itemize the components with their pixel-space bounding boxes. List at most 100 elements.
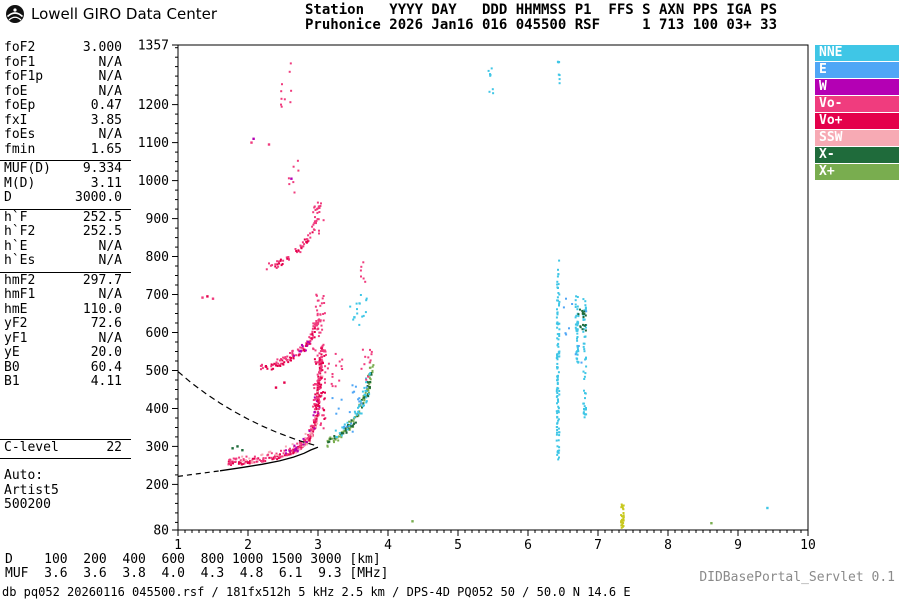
parameter-value: 4.11: [90, 374, 122, 389]
parameter-label: yE: [4, 345, 20, 360]
parameter-row-fof1p: foF1p N/A: [0, 69, 131, 85]
parameter-label: h`Es: [4, 253, 36, 268]
parameter-value: 0.47: [90, 98, 122, 113]
parameter-row-500200: 500200: [0, 497, 131, 513]
parameter-row-hf: h`F 252.5: [0, 209, 131, 226]
parameter-label: B1: [4, 374, 20, 389]
parameter-label: h`E: [4, 238, 28, 254]
parameter-value: 252.5: [82, 224, 122, 239]
parameter-group: Auto: Artist5 500200: [0, 468, 131, 516]
parameter-label: C-level: [4, 439, 59, 455]
parameter-label: B0: [4, 359, 20, 375]
parameter-label: foF1: [4, 54, 36, 70]
parameter-label: Auto:: [4, 468, 44, 483]
station-header-columns: Station YYYY DAY DDD HHMMSS P1 FFS S AXN…: [305, 2, 778, 18]
parameter-group: hmF2 297.7 hmF1 N/A hmE 110.0 yF2 72.6 yF1 N/A yE 2…: [0, 273, 131, 393]
parameter-label: M(D): [4, 175, 36, 191]
logo-text: Lowell GIRO Data Center: [31, 5, 217, 23]
dmuf-muf-row: MUF 3.6 3.6 3.8 4.0 4.3 4.8 6.1 9.3 [MHz…: [5, 566, 389, 581]
measurement-info: db pq052 20260116 045500.rsf / 181fx512h…: [2, 585, 631, 599]
parameter-label: yF1: [4, 330, 28, 346]
parameter-value: 3.11: [90, 175, 122, 191]
parameter-value: 22: [106, 439, 122, 455]
parameter-value: 110.0: [82, 301, 122, 317]
station-header-values: Pruhonice 2026 Jan16 016 045500 RSF 1 71…: [305, 17, 778, 33]
svg-text:800: 800: [146, 250, 169, 265]
svg-text:4: 4: [384, 538, 392, 553]
parameter-row-hme: hmE 110.0: [0, 301, 131, 318]
parameter-value: 297.7: [82, 272, 122, 288]
servlet-version: DIDBasePortal_Servlet 0.1: [699, 570, 895, 585]
dmuf-table: D 100 200 400 600 800 1000 1500 3000 [km…: [5, 553, 389, 581]
parameter-value: 252.5: [82, 209, 122, 225]
parameter-row-fxi: fxI 3.85: [0, 112, 131, 129]
svg-text:5: 5: [454, 538, 462, 553]
svg-text:1: 1: [174, 538, 182, 553]
parameter-group: foF2 3.000 foF1 N/A foF1p N/A foE N/A foEp 0.47 fx…: [0, 40, 131, 161]
parameter-value: 3.85: [90, 112, 122, 128]
lowell-logo: Lowell GIRO Data Center: [5, 4, 217, 24]
parameter-row-ye: yE 20.0: [0, 345, 131, 361]
parameter-row-yf1: yF1 N/A: [0, 330, 131, 347]
legend-item-ssw: SSW: [815, 130, 899, 146]
parameter-row-hf2: h`F2 252.5: [0, 224, 131, 240]
parameter-row-fmin: fmin 1.65: [0, 141, 131, 158]
parameter-row-clevel: C-level 22: [0, 439, 131, 456]
parameter-panel: foF2 3.000 foF1 N/A foF1p N/A foE N/A foEp 0.47 fx…: [0, 40, 131, 516]
parameter-label: hmF1: [4, 287, 36, 302]
parameter-label: hmE: [4, 301, 28, 317]
parameter-value: N/A: [98, 287, 122, 302]
parameter-row-artist5: Artist5: [0, 482, 131, 499]
parameter-value: N/A: [98, 127, 122, 142]
parameter-label: h`F2: [4, 224, 36, 239]
svg-text:9: 9: [734, 538, 742, 553]
legend-item-x-plus: X+: [815, 164, 899, 180]
parameter-label: foF2: [4, 40, 36, 55]
svg-text:300: 300: [146, 440, 169, 455]
svg-text:1000: 1000: [138, 174, 169, 189]
legend-item-vo-minus: Vo-: [815, 96, 899, 112]
parameter-value: N/A: [98, 83, 122, 99]
parameter-label: MUF(D): [4, 161, 51, 176]
parameter-row-hmf1: hmF1 N/A: [0, 287, 131, 303]
parameter-row-yf2: yF2 72.6: [0, 316, 131, 332]
svg-text:2: 2: [244, 538, 252, 553]
parameter-label: h`F: [4, 209, 28, 225]
legend-item-e: E: [815, 62, 899, 78]
parameter-label: 500200: [4, 497, 51, 512]
parameter-row-foe: foE N/A: [0, 83, 131, 100]
parameter-label: fxI: [4, 112, 28, 128]
svg-text:700: 700: [146, 288, 169, 303]
legend: NNE E W Vo- Vo+ SSW X- X+: [815, 45, 899, 181]
parameter-label: yF2: [4, 316, 28, 331]
parameter-value: N/A: [98, 69, 122, 84]
svg-text:8: 8: [664, 538, 672, 553]
parameter-row-auto: Auto:: [0, 468, 131, 484]
parameter-group: MUF(D) 9.334 M(D) 3.11 D 3000.0: [0, 161, 131, 210]
parameter-row-he: h`E N/A: [0, 238, 131, 255]
parameter-label: fmin: [4, 141, 36, 157]
station-header: Station YYYY DAY DDD HHMMSS P1 FFS S AXN…: [305, 3, 777, 33]
svg-text:3: 3: [314, 538, 322, 553]
parameter-label: D: [4, 190, 12, 205]
parameter-label: Artist5: [4, 482, 59, 498]
svg-text:600: 600: [146, 326, 169, 341]
parameter-row-foes: foEs N/A: [0, 127, 131, 143]
svg-text:7: 7: [594, 538, 602, 553]
dmuf-distance-row: D 100 200 400 600 800 1000 1500 3000 [km…: [5, 552, 381, 567]
parameter-row-d: D 3000.0: [0, 190, 131, 206]
parameter-row-hes: h`Es N/A: [0, 253, 131, 269]
parameter-label: foEs: [4, 127, 36, 142]
legend-item-w: W: [815, 79, 899, 95]
parameter-row-fof2: foF2 3.000: [0, 40, 131, 56]
parameter-value: 60.4: [90, 359, 122, 375]
parameter-row-md: M(D) 3.11: [0, 175, 131, 192]
parameter-value: 3000.0: [75, 190, 122, 205]
parameter-label: foEp: [4, 98, 36, 113]
parameter-row-hmf2: hmF2 297.7: [0, 272, 131, 289]
svg-text:500: 500: [146, 364, 169, 379]
parameter-value: 1.65: [90, 141, 122, 157]
svg-text:80: 80: [153, 524, 169, 539]
